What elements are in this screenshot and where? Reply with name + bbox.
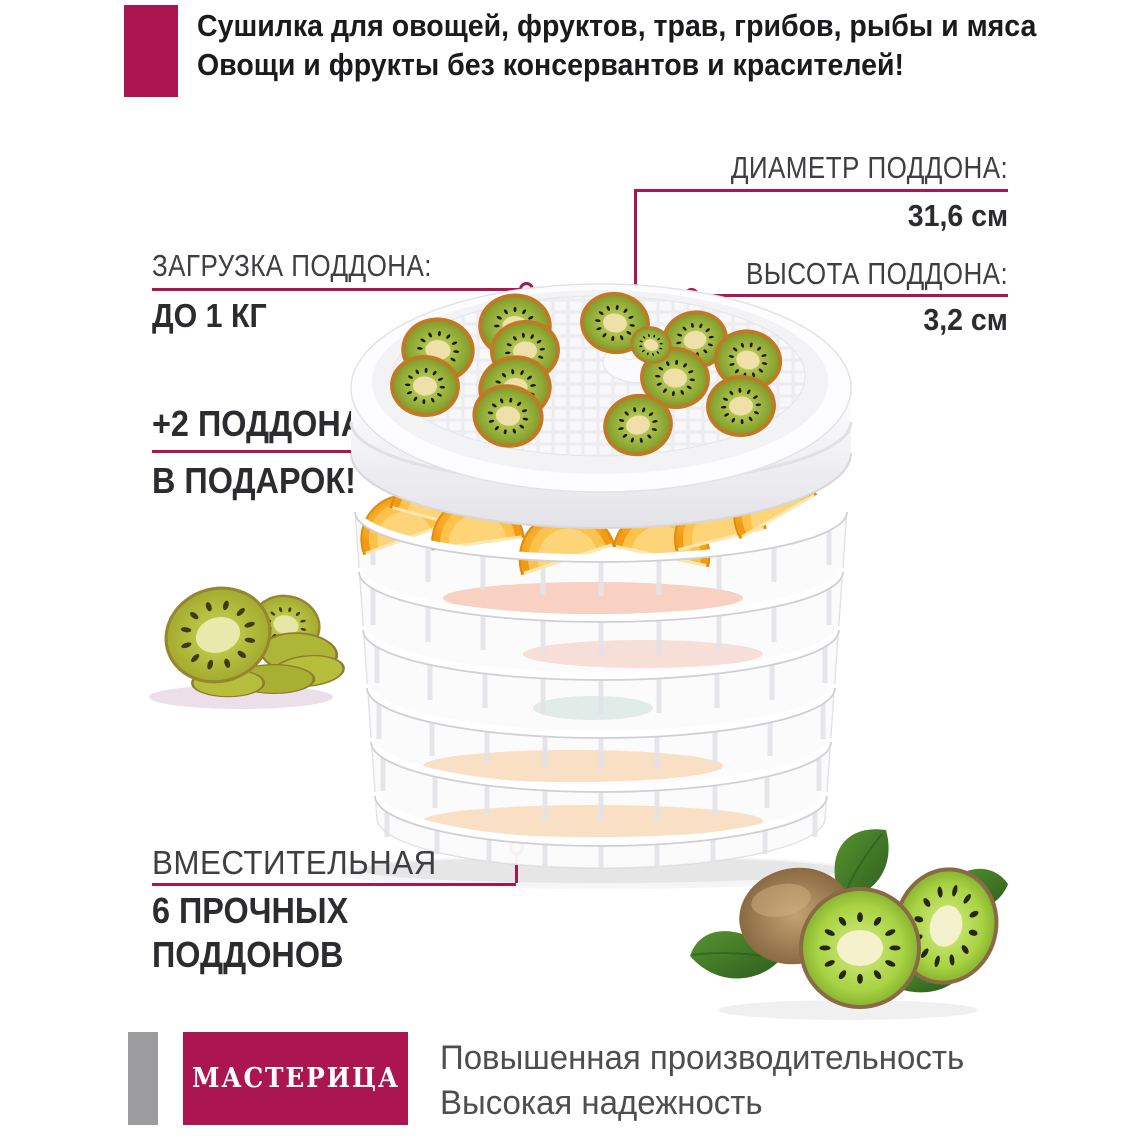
accent-square <box>124 5 178 97</box>
footer-accent-bar <box>128 1032 158 1125</box>
diameter-leader-line <box>636 189 1008 192</box>
load-value: ДО 1 КГ <box>152 297 267 334</box>
footer-line-1: Повышенная производительность <box>440 1039 965 1077</box>
diameter-label: ДИАМЕТР ПОДДОНА: <box>730 150 1008 185</box>
dried-kiwi-chips-image <box>149 586 345 709</box>
capacity-line-1: 6 ПРОЧНЫХ <box>152 890 349 931</box>
diameter-leader-vline <box>634 189 637 286</box>
title-line-2: Овощи и фрукты без консервантов и красит… <box>197 47 904 82</box>
load-label: ЗАГРУЗКА ПОДДОНА: <box>152 248 432 283</box>
bonus-line-1: +2 ПОДДОНА <box>152 403 365 444</box>
dehydrator-image <box>343 283 868 889</box>
footer-line-2: Высокая надежность <box>440 1084 763 1122</box>
capacity-label: ВМЕСТИТЕЛЬНАЯ <box>152 844 437 881</box>
load-leader-line <box>152 288 520 291</box>
title-line-1: Сушилка для овощей, фруктов, трав, грибо… <box>197 8 1037 43</box>
capacity-leader-line <box>152 883 516 886</box>
height-value: 3,2 см <box>923 302 1008 337</box>
capacity-line-2: ПОДДОНОВ <box>152 934 344 975</box>
diameter-value: 31,6 см <box>907 198 1008 233</box>
height-label: ВЫСОТА ПОДДОНА: <box>745 256 1008 291</box>
brand-name: МАСТЕРИЦА <box>191 1063 400 1094</box>
brand-logo: МАСТЕРИЦА <box>183 1032 408 1125</box>
footer-tagline: Повышенная производительность Высокая на… <box>440 1036 964 1126</box>
fresh-kiwi-image <box>690 829 1008 1020</box>
bonus-leader-line <box>152 450 511 453</box>
page-title: Сушилка для овощей, фруктов, трав, грибо… <box>197 6 1036 84</box>
height-leader-line <box>698 294 1008 297</box>
capacity-leader-vline <box>515 853 518 883</box>
bonus-line-2: В ПОДАРОК! <box>152 460 356 501</box>
